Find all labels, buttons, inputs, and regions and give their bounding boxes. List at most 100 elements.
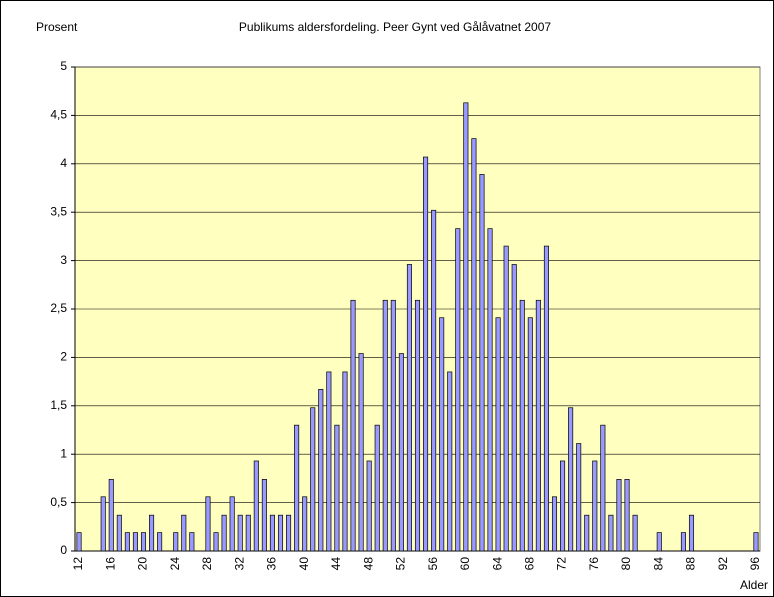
x-tick-label: 36 (265, 557, 279, 571)
bar (423, 156, 429, 552)
y-axis-label: Prosent (36, 20, 78, 34)
y-tick-label: 3 (60, 253, 67, 267)
x-tick-label: 92 (716, 557, 730, 571)
bar (140, 532, 147, 552)
bar (286, 514, 292, 552)
bar (390, 299, 396, 552)
bar (310, 407, 316, 552)
bar (318, 388, 324, 552)
bar (688, 514, 695, 552)
x-tick-label: 32 (232, 557, 246, 571)
x-tick-label: 48 (361, 557, 375, 571)
bar (527, 317, 533, 552)
bar (471, 138, 477, 552)
bar (398, 353, 404, 552)
bar (221, 514, 227, 552)
x-tick-label: 88 (684, 557, 698, 571)
bar (157, 532, 163, 552)
bar (181, 514, 187, 552)
x-tick-label: 72 (555, 557, 569, 571)
bar (455, 228, 461, 552)
bar (568, 407, 574, 552)
bar (503, 245, 509, 552)
bar (76, 532, 82, 552)
bar (576, 443, 582, 552)
y-tick-label: 1 (60, 446, 67, 460)
bar (342, 371, 348, 552)
y-tick-label: 0 (60, 543, 67, 557)
bar (495, 317, 501, 552)
x-tick-label: 28 (200, 557, 214, 571)
x-tick-label: 60 (458, 557, 472, 571)
bar (439, 317, 445, 552)
bar (584, 514, 590, 552)
bar (189, 532, 195, 552)
bar (302, 496, 308, 552)
bar (334, 424, 340, 552)
x-tick-label: 80 (619, 557, 633, 571)
bar (294, 424, 300, 552)
bar (519, 299, 525, 552)
x-tick-label: 40 (297, 557, 311, 571)
y-tick-label: 4,5 (50, 108, 67, 122)
bar (447, 371, 453, 552)
bar (358, 353, 364, 552)
bar (680, 532, 686, 552)
bar (366, 460, 372, 552)
bar (592, 460, 598, 552)
x-tick-label: 96 (748, 557, 762, 571)
bar (600, 424, 606, 552)
bar (326, 371, 332, 552)
x-tick-label: 56 (426, 557, 440, 571)
bar (535, 299, 541, 552)
bar (406, 264, 412, 552)
bar (479, 174, 485, 552)
bar (261, 479, 267, 552)
y-tick-label: 1,5 (50, 398, 67, 412)
x-tick-label: 52 (394, 557, 408, 571)
x-tick-label: 20 (136, 557, 150, 571)
y-tick-label: 4 (60, 156, 67, 170)
bar (374, 424, 380, 552)
bar (463, 102, 469, 552)
bar (149, 514, 155, 552)
x-tick-label: 76 (587, 557, 601, 571)
bar (543, 245, 549, 552)
y-tick-label: 3,5 (50, 204, 67, 218)
bar (269, 514, 275, 552)
x-tick-label: 44 (329, 557, 343, 571)
bar (253, 460, 259, 552)
bar (100, 496, 106, 552)
y-tick-label: 2 (60, 350, 67, 364)
bar (132, 532, 138, 552)
bar (551, 496, 558, 552)
bar (173, 532, 179, 552)
bar (124, 532, 130, 552)
bar (108, 479, 114, 552)
x-tick-label: 24 (168, 557, 182, 571)
bar (237, 514, 243, 552)
bar (350, 299, 356, 552)
x-tick-label: 68 (522, 557, 536, 571)
y-tick-label: 2,5 (50, 301, 67, 315)
x-tick-label: 64 (490, 557, 504, 571)
bar (560, 460, 566, 552)
bar (511, 264, 517, 552)
y-tick-label: 5 (60, 59, 67, 73)
x-tick-label: 12 (71, 557, 85, 571)
bar (229, 496, 235, 552)
bar (205, 496, 211, 552)
bar (382, 299, 388, 552)
x-tick-label: 84 (651, 557, 665, 571)
bar (245, 514, 251, 552)
bar (414, 299, 421, 552)
x-tick-label: 16 (103, 557, 117, 571)
bar (753, 532, 759, 552)
bar (213, 532, 219, 552)
bar (431, 209, 437, 552)
y-tick-label: 0,5 (50, 495, 67, 509)
bar (277, 514, 284, 552)
bar (116, 514, 122, 552)
bar (616, 479, 622, 552)
